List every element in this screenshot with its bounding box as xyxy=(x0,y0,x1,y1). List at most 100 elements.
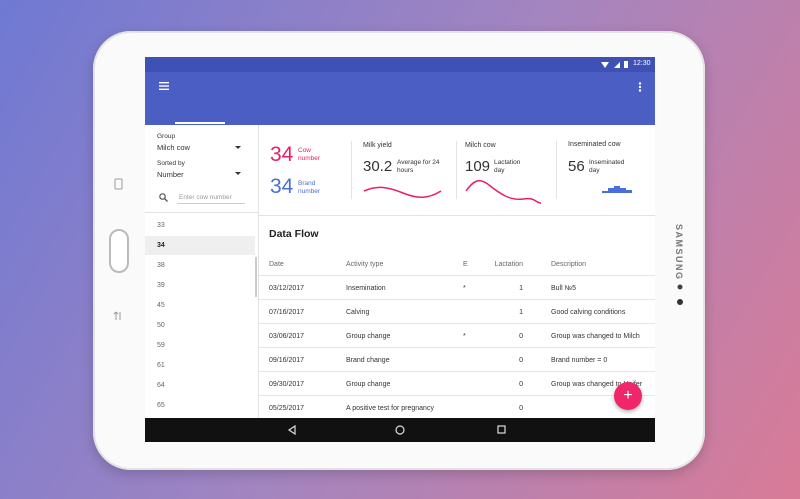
column-header: Date xyxy=(269,261,284,268)
screen: 12:30 ACTIVITY INSEMINATION ESTRUS DRY PERI… xyxy=(145,57,655,442)
table-cell: 0 xyxy=(519,405,523,412)
tab[interactable]: ACTIVITY xyxy=(182,124,218,133)
insem-value: 56 xyxy=(568,158,585,175)
group-label: Group xyxy=(157,133,176,140)
table-cell: 0 xyxy=(519,357,523,364)
stats-divider xyxy=(258,215,655,216)
cow-item[interactable]: 61 xyxy=(157,362,165,369)
dropdown-arrows xyxy=(235,146,241,175)
cow-item[interactable]: 59 xyxy=(157,342,165,349)
search-icon xyxy=(159,193,168,202)
milk-title: Milk yield xyxy=(363,142,392,149)
table-cell: Bull №5 xyxy=(551,285,577,292)
table-cell: * xyxy=(463,285,466,292)
table-cell: 03/06/2017 xyxy=(269,333,305,340)
row-divider xyxy=(258,371,655,372)
cow-item[interactable]: 45 xyxy=(157,302,165,309)
table-cell: 1 xyxy=(519,285,523,292)
nav-home[interactable] xyxy=(395,425,405,435)
nav-back[interactable] xyxy=(287,424,296,436)
milch-title: Milch cow xyxy=(465,142,496,149)
tab[interactable]: INSEMINATION xyxy=(234,124,292,133)
brand-logo: SAMSUNG xyxy=(674,224,684,281)
status-icons xyxy=(601,61,628,68)
nav-recents[interactable] xyxy=(497,425,506,434)
sidebar-divider xyxy=(258,125,259,418)
brand-number-label: Brand number xyxy=(298,180,321,195)
recent-key[interactable] xyxy=(114,178,123,190)
cow-item[interactable]: 50 xyxy=(157,322,165,329)
cow-number: 34 xyxy=(270,143,294,166)
table-cell: Group change xyxy=(346,381,391,388)
table-cell: 03/12/2017 xyxy=(269,285,305,292)
tab[interactable]: ESTRUS xyxy=(308,124,340,133)
table-cell: Group was changed to Milch xyxy=(551,333,640,340)
cow-item[interactable]: 39 xyxy=(157,282,165,289)
table-cell: Insemination xyxy=(346,285,386,292)
milch-value: 109 xyxy=(465,158,491,175)
tab[interactable]: DRY PERIOD xyxy=(356,124,406,133)
milch-sparkline xyxy=(465,180,542,204)
cow-item[interactable]: 38 xyxy=(157,262,165,269)
table-cell: 05/25/2017 xyxy=(269,405,305,412)
insem-title: Inseminated cow xyxy=(568,141,621,148)
column-header: Description xyxy=(551,261,587,268)
column-header: Activity type xyxy=(346,261,384,268)
brand-number: 34 xyxy=(270,175,294,198)
table-cell: Group change xyxy=(346,333,391,340)
insem-bars xyxy=(572,186,632,193)
camera xyxy=(677,299,683,305)
cow-item[interactable]: 33 xyxy=(157,222,165,229)
tab[interactable]: CALVING xyxy=(422,124,456,133)
stat-divider xyxy=(556,141,557,199)
app-bar: ACTIVITY INSEMINATION ESTRUS DRY PERIOD CALV… xyxy=(145,72,655,133)
tab[interactable]: DIAGNOSES xyxy=(549,124,597,133)
group-dropdown[interactable]: Milch cow xyxy=(157,143,190,152)
cow-item[interactable]: 64 xyxy=(157,382,165,389)
sensor xyxy=(677,284,683,290)
table-cell: Brand change xyxy=(346,357,390,364)
search-underline xyxy=(177,203,245,204)
sort-label: Sorted by xyxy=(157,160,185,167)
table-cell: Calving xyxy=(346,309,370,316)
milk-sparkline xyxy=(363,186,442,198)
table-title: Data Flow xyxy=(269,228,319,240)
cow-item[interactable]: 34 xyxy=(157,242,165,249)
milch-label: Lactation day xyxy=(494,159,521,174)
nav-bar xyxy=(145,418,655,442)
table-cell: 0 xyxy=(519,333,523,340)
home-button[interactable] xyxy=(109,229,129,273)
table-cell: Group was changed to Heifer xyxy=(551,381,643,388)
menu-button[interactable] xyxy=(159,82,169,90)
tabs-next[interactable] xyxy=(628,125,634,133)
table-cell: 09/16/2017 xyxy=(269,357,305,364)
back-key[interactable] xyxy=(113,311,121,320)
milk-label: Average for 24 hours xyxy=(397,159,440,174)
status-bar: 12:30 xyxy=(145,57,655,72)
stat-divider xyxy=(351,141,352,199)
sort-dropdown[interactable]: Number xyxy=(157,170,184,179)
table-cell: Good calving conditions xyxy=(551,309,626,316)
cow-number-label: Cow number xyxy=(298,147,321,162)
table-cell: 1 xyxy=(519,309,523,316)
tab[interactable]: GROUP CHANGE xyxy=(472,124,536,133)
table-cell: Brand number = 0 xyxy=(551,357,608,364)
table-cell: * xyxy=(463,333,466,340)
row-divider xyxy=(258,395,655,396)
row-divider xyxy=(258,275,655,276)
scrollbar xyxy=(255,257,257,297)
insem-label: Inseminated day xyxy=(589,159,625,174)
search-input[interactable]: Enter cow number xyxy=(179,194,232,201)
row-divider xyxy=(258,299,655,300)
row-divider xyxy=(258,347,655,348)
cow-item[interactable]: 65 xyxy=(157,402,165,409)
table-cell: 0 xyxy=(519,381,523,388)
add-button[interactable]: + xyxy=(614,382,642,410)
column-header: E xyxy=(463,261,468,268)
table-cell: 07/16/2017 xyxy=(269,309,305,316)
overflow-menu[interactable] xyxy=(638,82,642,92)
stat-divider xyxy=(456,141,457,199)
clock: 12:30 xyxy=(633,60,651,67)
